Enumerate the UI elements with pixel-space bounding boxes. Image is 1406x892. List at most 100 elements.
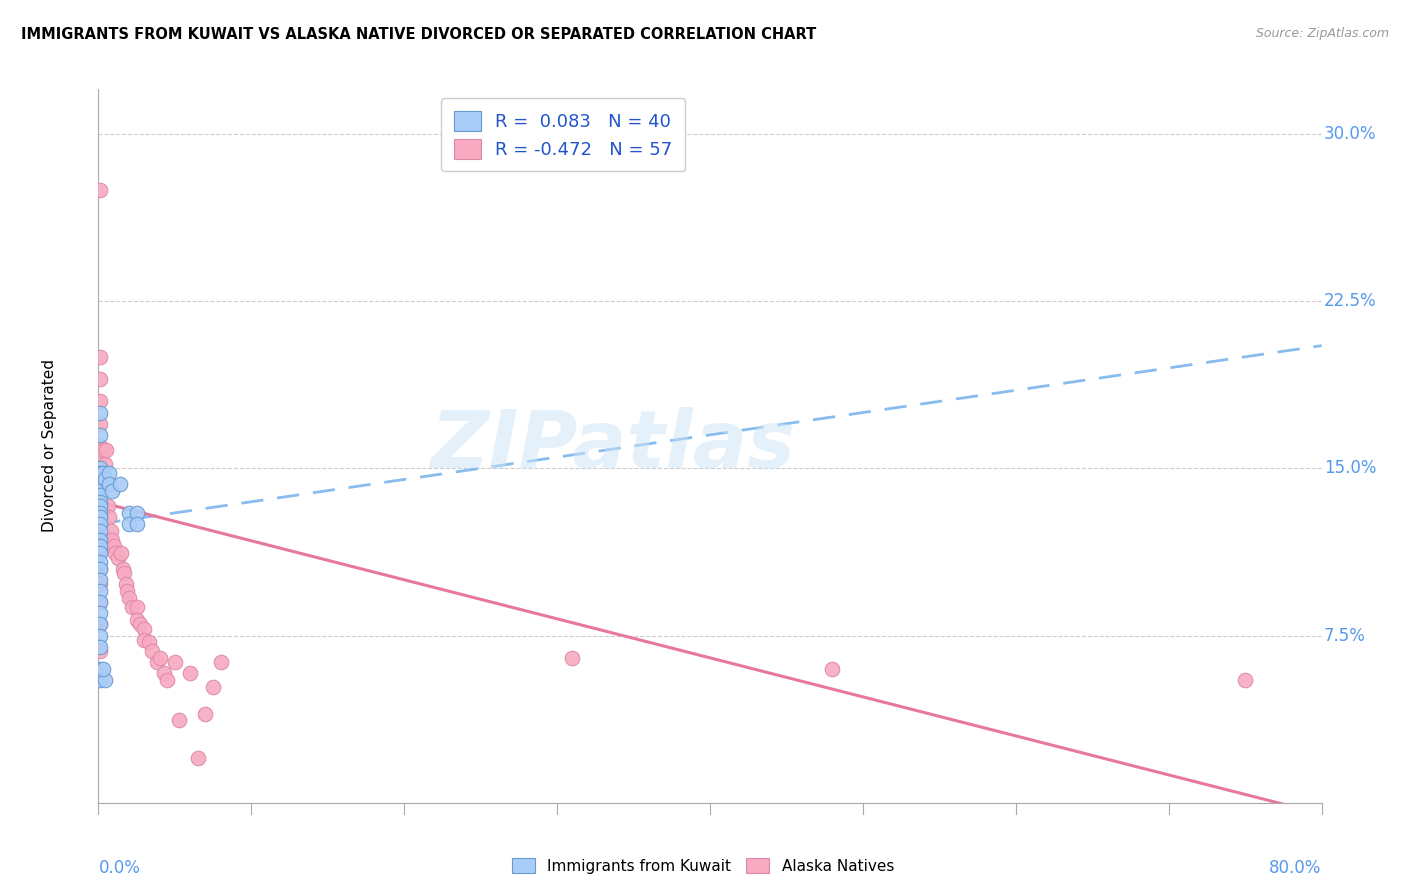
Point (100, 524, 122, 538)
Point (107, 550, 129, 565)
Point (89, 628, 111, 642)
Point (89, 617, 111, 632)
Point (89, 473, 111, 487)
Text: 7.5%: 7.5% (1324, 626, 1367, 645)
Point (89, 673, 111, 687)
Point (121, 599, 143, 614)
Point (101, 483, 124, 498)
Point (125, 613, 148, 627)
Point (104, 546, 127, 560)
Point (89, 595, 111, 609)
Point (112, 566, 135, 581)
Point (89, 528, 111, 542)
Point (89, 543, 111, 558)
Point (89, 562, 111, 576)
Point (101, 533, 124, 547)
Point (1234, 673, 1257, 687)
Point (89, 350, 111, 364)
Point (169, 714, 191, 728)
Point (128, 617, 150, 632)
Point (89, 533, 111, 547)
Point (111, 562, 134, 576)
Point (89, 494, 111, 508)
Point (89, 372, 111, 386)
Point (209, 655, 232, 669)
Point (89, 595, 111, 609)
Point (89, 506, 111, 520)
Text: 30.0%: 30.0% (1324, 125, 1376, 143)
Point (91, 466, 114, 480)
Point (89, 510, 111, 524)
Point (202, 680, 225, 694)
Point (89, 405, 111, 420)
Point (117, 583, 139, 598)
Point (89, 662, 111, 676)
Point (89, 466, 111, 480)
Point (89, 640, 111, 654)
Point (91, 662, 114, 676)
Point (125, 517, 148, 532)
Point (89, 577, 111, 591)
Point (98, 510, 121, 524)
Point (187, 751, 209, 765)
Point (89, 450, 111, 465)
Text: ZIPatlas: ZIPatlas (430, 407, 794, 485)
Point (89, 427, 111, 442)
Point (89, 524, 111, 538)
Point (141, 644, 163, 658)
Point (89, 555, 111, 569)
Point (125, 506, 148, 520)
Point (89, 644, 111, 658)
Text: 0.0%: 0.0% (98, 858, 141, 877)
Point (94, 443, 117, 458)
Point (89, 510, 111, 524)
Point (89, 562, 111, 576)
Point (89, 394, 111, 409)
Point (89, 182, 111, 196)
Point (93, 673, 115, 687)
Text: 80.0%: 80.0% (1270, 858, 1322, 877)
Point (89, 488, 111, 502)
Point (98, 476, 121, 491)
Point (89, 483, 111, 498)
Legend: R =  0.083   N = 40, R = -0.472   N = 57: R = 0.083 N = 40, R = -0.472 N = 57 (441, 98, 685, 171)
Point (89, 583, 111, 598)
Point (118, 591, 141, 605)
Text: 22.5%: 22.5% (1324, 292, 1376, 310)
Point (89, 500, 111, 514)
Point (821, 662, 844, 676)
Point (89, 573, 111, 587)
Point (138, 635, 160, 649)
Point (156, 673, 179, 687)
Point (89, 461, 111, 475)
Point (561, 651, 583, 665)
Point (149, 651, 172, 665)
Point (145, 655, 167, 669)
Point (93, 457, 115, 471)
Point (89, 476, 111, 491)
Point (125, 599, 148, 614)
Text: Source: ZipAtlas.com: Source: ZipAtlas.com (1256, 27, 1389, 40)
Point (118, 517, 141, 532)
Point (89, 488, 111, 502)
Point (108, 476, 131, 491)
Point (97, 500, 120, 514)
Point (179, 666, 201, 681)
Point (91, 443, 114, 458)
Point (118, 506, 141, 520)
Point (134, 633, 156, 648)
Point (98, 466, 121, 480)
Point (134, 622, 156, 636)
Point (89, 417, 111, 431)
Point (153, 666, 176, 681)
Point (103, 539, 125, 553)
Point (89, 466, 111, 480)
Legend: Immigrants from Kuwait, Alaska Natives: Immigrants from Kuwait, Alaska Natives (506, 852, 900, 880)
Text: Divorced or Separated: Divorced or Separated (42, 359, 58, 533)
Point (89, 546, 111, 560)
Point (91, 466, 114, 480)
Point (89, 539, 111, 553)
Point (89, 476, 111, 491)
Point (194, 706, 217, 721)
Point (93, 473, 115, 487)
